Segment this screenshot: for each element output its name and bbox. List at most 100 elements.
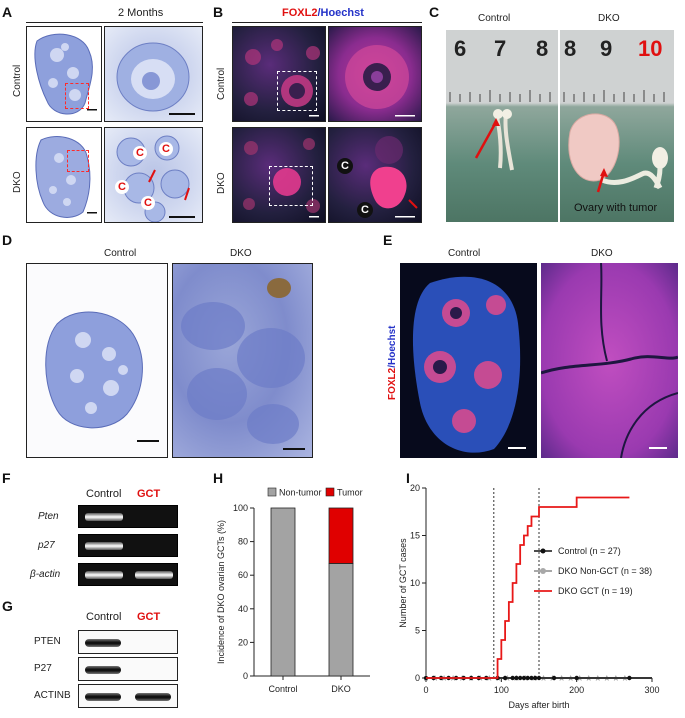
c-mark: C [141, 196, 155, 210]
panel-b-dko-low [232, 127, 326, 223]
bar-non-tumor [270, 507, 296, 677]
y-tick-label: 0 [243, 671, 248, 681]
dko-photo-art [563, 90, 668, 193]
gel-pten [78, 505, 178, 528]
c-mark: C [357, 202, 373, 218]
panel-a-title-rule [26, 22, 203, 23]
panel-b-title-foxl2: FOXL2 [282, 7, 318, 19]
dko-follicles [116, 135, 195, 222]
control-point [529, 675, 534, 681]
chart-bars: Control DKO [268, 507, 354, 694]
panel-a-control-high [104, 26, 203, 122]
c-mark: C [337, 158, 353, 174]
control-ovary-whole [45, 311, 159, 442]
panel-a-letter: A [2, 4, 13, 20]
panel-e-col-control: Control [448, 248, 481, 259]
zoom-box [277, 71, 317, 111]
dko-tumor-section [181, 278, 305, 450]
panel-g-row-p27: P27 [34, 663, 52, 674]
control-foxl2-whole [412, 276, 526, 453]
blot-p27 [78, 657, 178, 681]
panel-e-side-foxl2: FOXL2 [387, 367, 398, 400]
zoom-box [65, 83, 89, 109]
control-foxl2-follicle [345, 45, 415, 117]
zoom-box [269, 166, 313, 206]
legend-label: Non-tumor [279, 488, 322, 498]
c-mark: C [133, 146, 147, 160]
panel-h-chart: Non-tumor Tumor 0 20 40 60 80 100 Incidence of … [216, 487, 370, 694]
panel-f-row-pten: Pten [38, 511, 59, 522]
panel-e-side-hoechst: /Hoechst [387, 325, 398, 368]
control-follicle [116, 42, 195, 115]
control-point [510, 675, 515, 681]
gel-band [85, 513, 123, 521]
panel-g-row-actinb: ACTINB [34, 690, 71, 701]
panel-b-control-low [232, 26, 326, 122]
panel-e-side-label: FOXL2/Hoechst [387, 326, 398, 400]
chart-legend: Non-tumor Tumor [267, 487, 363, 498]
gel-p27 [78, 534, 178, 557]
panel-b-row-dko: DKO [216, 172, 227, 194]
c-mark: C [115, 180, 129, 194]
control-point [502, 675, 508, 681]
y-axis-label: Incidence of DKO ovarian GCTs (%) [216, 520, 226, 664]
panel-e-dko [541, 263, 678, 458]
panel-g-col-control: Control [86, 611, 122, 623]
panel-f-col-gct: GCT [137, 488, 161, 500]
panel-d-control [26, 263, 168, 458]
panel-f-letter: F [2, 470, 11, 486]
control-point [533, 675, 538, 681]
control-point [521, 675, 527, 681]
c-mark: C [159, 142, 173, 156]
blot-actinb [78, 684, 178, 708]
x-tick-label: DKO [331, 684, 351, 694]
legend-label: Tumor [337, 488, 363, 498]
ruler-number: 8 [536, 36, 549, 61]
chart-series [423, 496, 652, 681]
y-tick-label: 15 [410, 531, 420, 541]
x-tick-label: 200 [569, 685, 584, 695]
panel-f-col-control: Control [86, 488, 122, 500]
y-tick-label: 10 [410, 578, 420, 588]
dko-ovary-section [35, 136, 97, 218]
y-tick-label: 0 [415, 673, 420, 683]
panel-d-col-control: Control [104, 248, 137, 259]
panel-i-letter: I [406, 470, 410, 486]
x-tick-label: 100 [494, 685, 509, 695]
panel-b-control-high [328, 26, 422, 122]
panel-f-row-p27: p27 [38, 540, 55, 551]
panel-e-letter: E [383, 232, 393, 248]
zoom-box [67, 150, 89, 172]
panel-a-title: 2 Months [118, 7, 164, 19]
ruler-number: 9 [600, 36, 613, 61]
y-tick-label: 40 [238, 604, 248, 614]
panel-b-letter: B [213, 4, 224, 20]
panel-d-col-dko: DKO [230, 248, 252, 259]
panel-a-row-dko: DKO [12, 171, 23, 193]
ruler-number: 7 [494, 36, 507, 61]
dko-foxl2-stain [243, 138, 320, 218]
y-tick-label: 5 [415, 626, 420, 636]
panel-b-title-hoechst: /Hoechst [317, 7, 364, 19]
control-point [517, 675, 523, 681]
control-ovary-section [34, 33, 97, 115]
panel-b-dko-high: C C [328, 127, 422, 223]
blot-band [85, 639, 121, 647]
series-line-gct [426, 496, 630, 679]
legend-label: DKO GCT (n = 19) [558, 586, 633, 596]
legend-marker-control [540, 548, 546, 554]
y-axis-label: Number of GCT cases [398, 538, 408, 628]
panel-b-title-rule [232, 22, 422, 23]
legend-marker-nongct [540, 568, 546, 574]
ruler-number: 10 [638, 36, 663, 61]
panel-a-row-control: Control [12, 64, 23, 97]
control-point [551, 675, 557, 681]
x-tick-label: 300 [644, 685, 659, 695]
bar-non-tumor [328, 563, 354, 677]
control-point [514, 675, 519, 681]
legend-swatch [325, 487, 335, 497]
legend-swatch [267, 487, 277, 497]
panel-c-dko-photo: 8 9 10 Ovary with tumor [560, 30, 674, 222]
control-foxl2-stain [244, 39, 320, 117]
